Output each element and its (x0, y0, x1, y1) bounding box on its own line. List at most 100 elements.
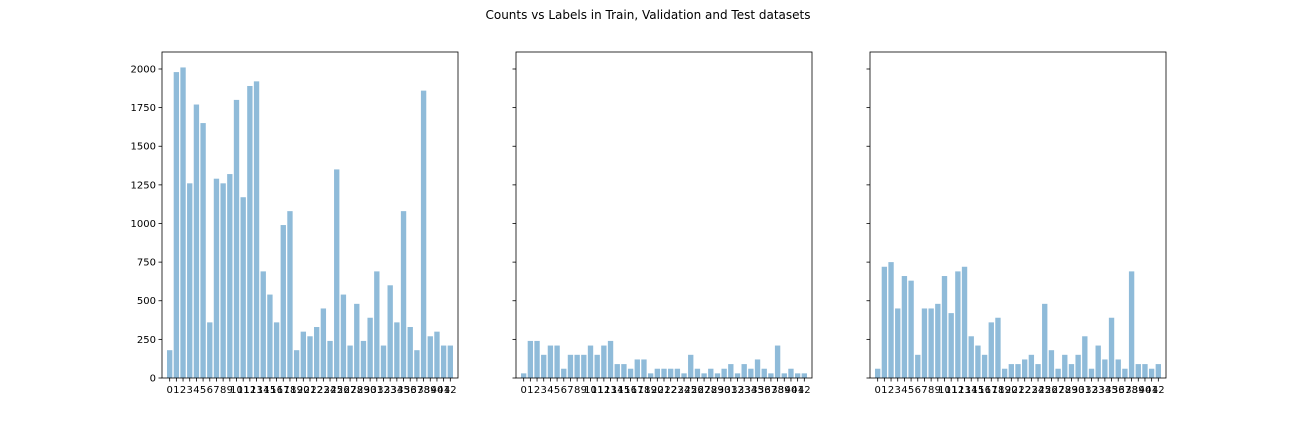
bar-4 (901, 276, 908, 378)
x-tick-label: 42 (444, 385, 457, 396)
bar-24 (681, 373, 687, 378)
bar-24 (1035, 364, 1041, 378)
x-tick-label: 42 (798, 385, 811, 396)
bar-4 (547, 345, 554, 378)
bar-3 (187, 183, 193, 378)
x-tick-label: 17 (985, 385, 998, 396)
bar-0 (167, 350, 173, 378)
bar-26 (1048, 350, 1055, 378)
y-tick-label: 1500 (131, 142, 156, 153)
x-tick-label: 3 (895, 385, 901, 396)
y-tick-label: 500 (137, 296, 156, 307)
axes-frame (515, 51, 813, 379)
bar-4 (193, 104, 200, 378)
bar-8 (928, 308, 934, 378)
validation-bar-chart: 0 1 2 3 4 5 6 7 8 9101112131415161718192021222324… (512, 51, 813, 396)
bar-39 (427, 336, 433, 378)
x-tick-label: 5 (554, 385, 560, 396)
x-tick-label: 25 (1038, 385, 1051, 396)
x-tick-label: 26 (691, 385, 704, 396)
x-tick-label: 14 (611, 385, 624, 396)
bar-18 (995, 317, 1001, 378)
x-tick-label: 36 (758, 385, 771, 396)
x-tick-label: 4 (193, 385, 199, 396)
x-tick-label: 41 (791, 385, 804, 396)
bar-12 (247, 85, 253, 379)
bar-16 (627, 368, 634, 378)
x-tick-label: 17 (631, 385, 644, 396)
bar-29 (714, 373, 721, 378)
x-tick-label: 32 (731, 385, 744, 396)
x-tick-label: 30 (1072, 385, 1085, 396)
x-tick-label: 16 (270, 385, 283, 396)
bar-37 (768, 373, 774, 378)
bar-2 (888, 262, 894, 378)
x-tick-label: 19 (998, 385, 1011, 396)
x-tick-label: 35 (751, 385, 764, 396)
bar-33 (741, 364, 747, 378)
x-tick-label: 40 (1139, 385, 1152, 396)
x-tick-label: 31 (1078, 385, 1091, 396)
y-tick-label: 250 (137, 335, 156, 346)
x-tick-label: 29 (711, 385, 724, 396)
x-tick-label: 10 (584, 385, 597, 396)
bar-22 (1022, 359, 1028, 378)
bar-22 (668, 368, 674, 378)
bar-17 (634, 359, 640, 378)
bar-1 (173, 72, 180, 378)
axes-frame (869, 51, 1167, 379)
bar-31 (1082, 336, 1088, 378)
bar-14 (968, 336, 974, 378)
bar-9 (935, 303, 941, 378)
x-tick-label: 1 (527, 385, 533, 396)
x-tick-label: 39 (778, 385, 791, 396)
x-tick-label: 41 (1145, 385, 1158, 396)
x-tick-label: 28 (704, 385, 717, 396)
bar-22 (314, 327, 320, 378)
bar-1 (881, 266, 888, 378)
bar-27 (1055, 368, 1061, 378)
bar-30 (367, 317, 373, 378)
x-tick-label: 34 (390, 385, 403, 396)
x-tick-label: 22 (664, 385, 677, 396)
bar-30 (1075, 354, 1081, 378)
bar-42 (801, 373, 807, 378)
x-tick-label: 2 (180, 385, 186, 396)
bar-20 (300, 331, 306, 378)
bar-10 (587, 345, 594, 378)
bar-29 (360, 340, 367, 378)
bar-6 (561, 368, 567, 378)
x-tick-label: 13 (604, 385, 617, 396)
x-tick-label: 8 (574, 385, 580, 396)
bar-36 (1115, 359, 1121, 378)
bar-19 (647, 373, 654, 378)
bar-16 (273, 322, 280, 378)
bar-42 (1155, 364, 1161, 378)
x-tick-label: 26 (337, 385, 350, 396)
bar-23 (1028, 354, 1035, 378)
figure-suptitle: Counts vs Labels in Train, Validation an… (485, 8, 810, 22)
bar-34 (748, 368, 754, 378)
bar-8 (220, 183, 226, 378)
bar-11 (594, 354, 600, 378)
x-tick-label: 5 (200, 385, 206, 396)
bar-35 (400, 211, 407, 378)
x-tick-label: 8 (220, 385, 226, 396)
x-tick-label: 30 (718, 385, 731, 396)
x-tick-label: 27 (698, 385, 711, 396)
x-tick-label: 12 (243, 385, 256, 396)
x-tick-label: 9 (581, 385, 587, 396)
x-tick-label: 15 (264, 385, 277, 396)
x-tick-label: 20 (651, 385, 664, 396)
x-tick-label: 35 (1105, 385, 1118, 396)
x-tick-label: 24 (678, 385, 691, 396)
x-tick-label: 39 (424, 385, 437, 396)
x-tick-label: 1 (881, 385, 887, 396)
bar-32 (1088, 368, 1095, 378)
x-tick-label: 13 (958, 385, 971, 396)
bar-10 (233, 99, 240, 379)
x-tick-label: 26 (1045, 385, 1058, 396)
bar-33 (387, 285, 393, 378)
x-tick-label: 22 (310, 385, 323, 396)
